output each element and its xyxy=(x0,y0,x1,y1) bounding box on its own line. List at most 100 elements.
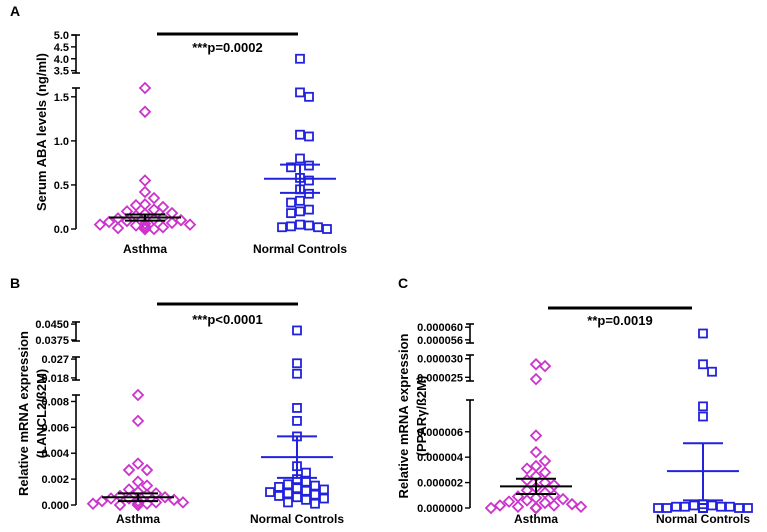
data-point-diamond xyxy=(529,459,543,473)
data-point-diamond xyxy=(104,492,118,505)
data-point-square xyxy=(304,175,314,186)
data-point-square xyxy=(304,131,314,142)
data-point-square xyxy=(295,87,305,98)
y-axis-label-secondary: (LANCL2/ß2M) xyxy=(34,369,49,459)
y-tick-label: 0.004 xyxy=(41,448,69,460)
y-tick-label: 0.000060 xyxy=(417,322,463,334)
data-point-diamond xyxy=(538,486,552,500)
data-point-square xyxy=(292,483,302,494)
data-point-square xyxy=(671,501,681,512)
data-point-square xyxy=(292,415,302,426)
data-point-square xyxy=(301,476,311,487)
y-tick-label: 0.000056 xyxy=(417,335,463,347)
data-point-square xyxy=(292,403,302,413)
significance-label: ***p=0.0002 xyxy=(192,40,262,55)
data-point-diamond xyxy=(129,219,143,232)
data-point-square xyxy=(301,485,311,496)
data-point-square xyxy=(698,359,708,370)
panel-letter: C xyxy=(398,275,408,291)
panel-c: C 0.000000 0.000002 0.000004 0.000006 0.00002… xyxy=(396,275,753,526)
panel-a: A 0.0 0.5 1.0 1.5 3.54.04.55.0 Serum ABA level… xyxy=(10,3,347,256)
data-point-diamond xyxy=(547,499,561,512)
y-tick-label: 0.000006 xyxy=(417,427,463,439)
data-point-square xyxy=(274,481,284,492)
x-category-label: Normal Controls xyxy=(250,512,344,526)
data-point-diamond xyxy=(502,495,516,508)
data-point-square xyxy=(292,358,302,369)
y-tick-label: 0.008 xyxy=(41,396,69,408)
data-point-square xyxy=(319,493,329,504)
data-point-diamond xyxy=(131,457,145,470)
data-point-square xyxy=(304,91,314,102)
data-point-diamond xyxy=(138,105,152,119)
data-point-square xyxy=(716,501,726,512)
data-point-diamond xyxy=(176,496,190,509)
data-point-square xyxy=(725,501,735,512)
data-point-square xyxy=(707,500,717,511)
series-normal-controls xyxy=(261,325,333,509)
data-point-diamond xyxy=(95,494,109,508)
data-point-diamond xyxy=(147,222,161,236)
y-tick-label: 0.0375 xyxy=(35,335,69,347)
x-category-label: Normal Controls xyxy=(656,512,750,526)
data-point-diamond xyxy=(529,501,543,515)
data-point-diamond xyxy=(131,414,145,428)
data-point-square xyxy=(295,53,305,64)
data-point-square xyxy=(292,368,302,379)
series-asthma xyxy=(86,388,190,512)
panel-b: B 0.000 0.002 0.004 0.006 0.008 0.018 0.027 0.03… xyxy=(10,275,344,526)
data-point-diamond xyxy=(529,445,543,459)
data-point-square xyxy=(310,498,320,509)
data-point-diamond xyxy=(547,478,561,492)
data-point-diamond xyxy=(520,494,534,507)
y-axis-label: Relative mRNA expression xyxy=(16,331,31,496)
data-point-square xyxy=(301,467,311,478)
data-point-square xyxy=(292,492,302,503)
data-point-diamond xyxy=(86,497,100,510)
data-point-diamond xyxy=(138,217,152,230)
y-tick-label: 0.027 xyxy=(41,354,69,366)
data-point-square xyxy=(283,497,293,508)
y-tick-label: 0.000 xyxy=(41,500,69,512)
data-point-square xyxy=(277,222,287,233)
data-point-square xyxy=(286,162,296,173)
y-tick-label: 0.006 xyxy=(41,422,69,434)
data-point-square xyxy=(286,208,296,219)
significance-label: ***p<0.0001 xyxy=(192,312,262,327)
data-point-square xyxy=(301,494,311,505)
data-point-diamond xyxy=(138,185,152,199)
data-point-diamond xyxy=(538,359,552,373)
data-point-diamond xyxy=(183,218,197,231)
series-normal-controls xyxy=(264,53,336,234)
y-axis-label: Relative mRNA expression xyxy=(396,333,411,498)
data-point-diamond xyxy=(122,463,136,477)
data-point-square xyxy=(295,219,305,230)
data-point-diamond xyxy=(493,499,507,512)
data-point-square xyxy=(286,197,296,208)
data-point-square xyxy=(283,479,293,490)
data-point-diamond xyxy=(565,497,579,511)
data-point-square xyxy=(698,411,708,422)
data-point-square xyxy=(304,220,314,231)
data-point-square xyxy=(313,222,323,233)
data-point-square xyxy=(653,503,663,513)
data-point-diamond xyxy=(138,222,152,236)
data-point-square xyxy=(295,206,305,217)
y-tick-label: 0.018 xyxy=(41,373,69,385)
data-point-diamond xyxy=(111,221,125,235)
data-point-square xyxy=(662,503,672,513)
data-point-square xyxy=(310,480,320,491)
data-point-diamond xyxy=(138,81,152,95)
data-point-diamond xyxy=(484,501,498,515)
series-asthma xyxy=(484,358,588,515)
data-point-diamond xyxy=(538,496,552,510)
series-asthma xyxy=(93,81,197,236)
data-point-square xyxy=(265,487,275,497)
y-tick-label: 4.5 xyxy=(54,42,69,54)
y-axis-label-secondary: (PPARγ/ß2M) xyxy=(414,376,429,457)
data-point-diamond xyxy=(131,494,145,508)
y-tick-label: 0.002 xyxy=(41,474,69,486)
data-point-diamond xyxy=(138,174,152,187)
panel-letter: A xyxy=(10,3,20,19)
